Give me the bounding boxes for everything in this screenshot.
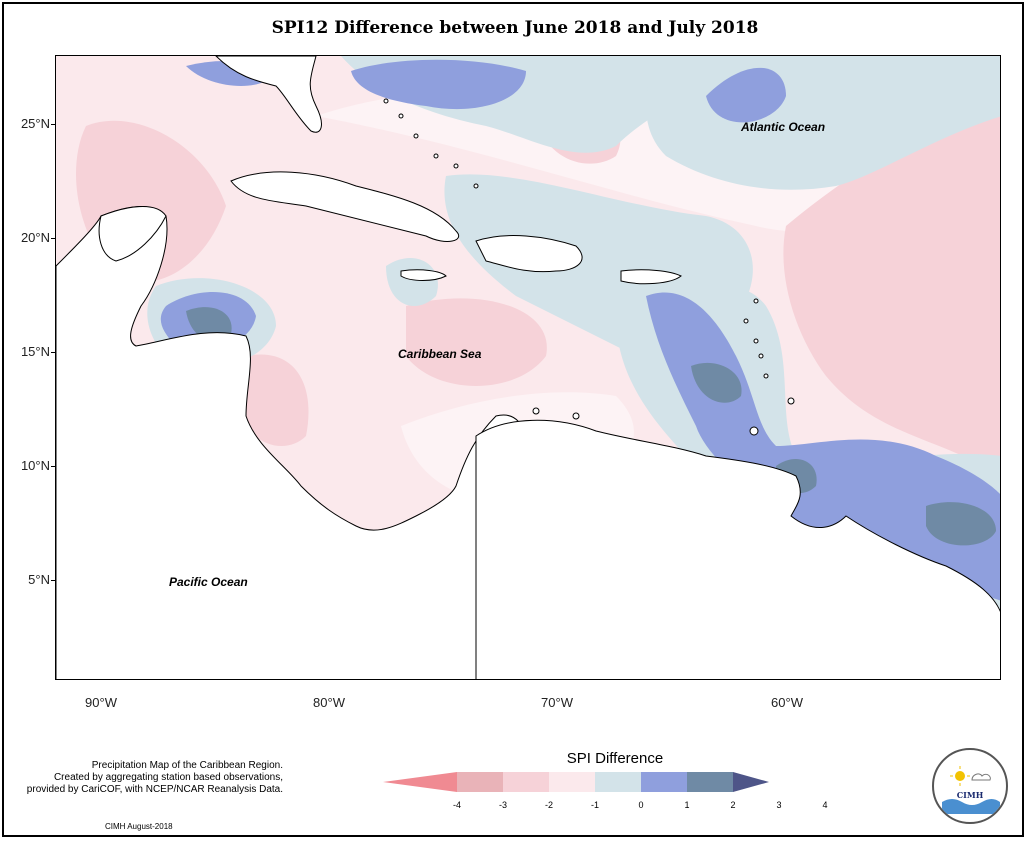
dry-zone bbox=[241, 354, 309, 446]
lon-tick: 90°W bbox=[85, 695, 117, 710]
legend-tick-label: 2 bbox=[730, 800, 736, 810]
legend-swatch bbox=[641, 772, 687, 792]
spi-field bbox=[56, 56, 1000, 679]
dry-zone bbox=[783, 106, 1000, 475]
wave-icon bbox=[942, 799, 1000, 814]
dry-zone bbox=[406, 298, 547, 386]
legend-swatch bbox=[549, 772, 595, 792]
map-credit: CIMH August-2018 bbox=[105, 822, 173, 831]
map-title: SPI12 Difference between June 2018 and J… bbox=[271, 18, 759, 38]
legend-swatch bbox=[457, 772, 503, 792]
legend-swatch bbox=[383, 772, 457, 792]
land bbox=[56, 56, 1000, 679]
label-atlantic-ocean: Atlantic Ocean bbox=[741, 120, 826, 134]
jamaica-island bbox=[400, 269, 447, 281]
lat-tick: 5°N bbox=[0, 572, 56, 587]
puerto-rico-island bbox=[620, 269, 682, 285]
legend-swatch bbox=[687, 772, 733, 792]
label-caribbean-sea: Caribbean Sea bbox=[398, 347, 482, 361]
sun-icon bbox=[955, 771, 965, 781]
cimh-logo: CIMH bbox=[932, 748, 1008, 824]
legend-swatch bbox=[503, 772, 549, 792]
wet-core bbox=[926, 502, 996, 546]
wet-zone-strong bbox=[351, 59, 526, 110]
legend-tick-label: -3 bbox=[498, 800, 507, 810]
lat-tick: 25°N bbox=[0, 116, 56, 131]
lat-tick: 10°N bbox=[0, 458, 56, 473]
wet-zone-strong bbox=[646, 292, 1000, 601]
legend-title: SPI Difference bbox=[566, 750, 664, 767]
logo-name: CIMH bbox=[956, 790, 984, 800]
legend-tick-label: -4 bbox=[452, 800, 461, 810]
map-panel: Atlantic Ocean Caribbean Sea Pacific Oce… bbox=[55, 55, 1001, 680]
legend-swatch bbox=[733, 772, 769, 792]
lon-tick: 80°W bbox=[313, 695, 345, 710]
legend-tick-label: 3 bbox=[776, 800, 782, 810]
cloud-icon bbox=[971, 773, 991, 781]
lat-tick: 15°N bbox=[0, 344, 56, 359]
south-america-landmass bbox=[475, 419, 1000, 679]
legend-tick-label: 1 bbox=[684, 800, 690, 810]
legend-tick-label: 4 bbox=[822, 800, 828, 810]
legend-tick-label: -1 bbox=[590, 800, 599, 810]
legend-tick-label: -2 bbox=[544, 800, 553, 810]
map-footnote: Precipitation Map of the Caribbean Regio… bbox=[26, 760, 283, 795]
lon-tick: 70°W bbox=[541, 695, 573, 710]
hispaniola-island bbox=[475, 235, 583, 273]
wet-zone-strong bbox=[706, 67, 786, 123]
cuba-island bbox=[230, 171, 459, 242]
yucatan-peninsula bbox=[98, 206, 167, 262]
florida-landmass bbox=[215, 56, 322, 133]
label-pacific-ocean: Pacific Ocean bbox=[169, 575, 248, 589]
lat-tick: 20°N bbox=[0, 230, 56, 245]
wet-core bbox=[691, 362, 742, 403]
legend-colorbar bbox=[383, 772, 769, 792]
legend-tick-label: 0 bbox=[638, 800, 644, 810]
cimh-emblem bbox=[942, 766, 1000, 814]
small-islands bbox=[383, 98, 795, 436]
legend-swatch bbox=[595, 772, 641, 792]
lon-tick: 60°W bbox=[771, 695, 803, 710]
